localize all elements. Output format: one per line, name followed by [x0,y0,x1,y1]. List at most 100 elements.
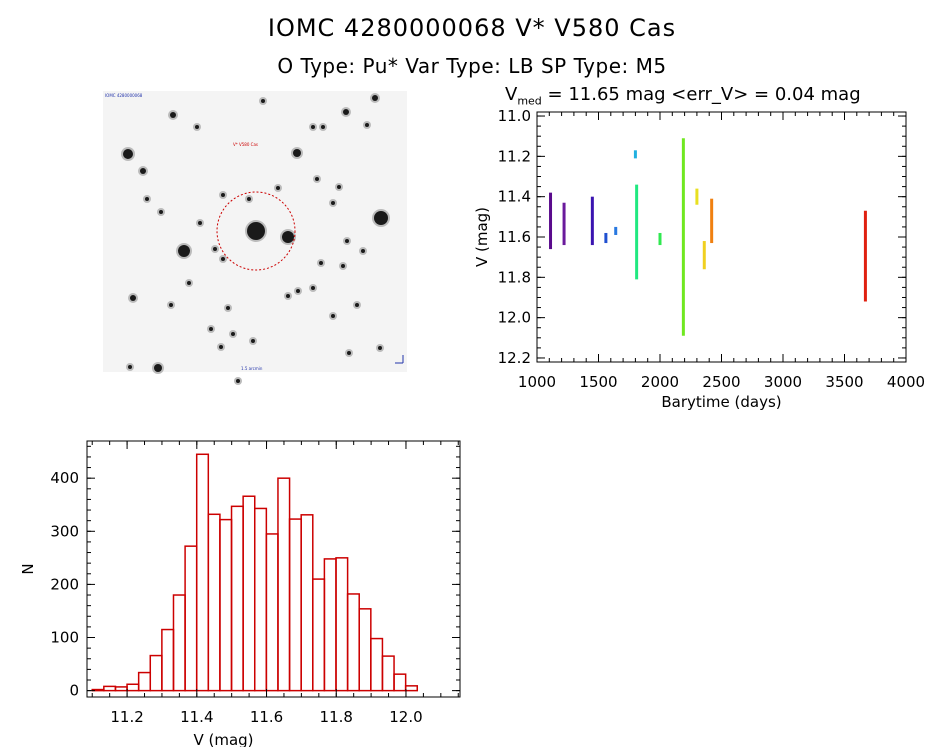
star [372,95,378,101]
star [337,185,341,189]
star [130,295,136,301]
lc-ytick-label: 11.6 [498,228,531,246]
hist-bar [404,685,419,692]
lc-xtick-label: 1500 [579,373,617,391]
star [170,112,176,118]
star [247,197,251,201]
star [347,351,351,355]
lc-xtick-label: 2500 [702,373,740,391]
hist-bar [149,654,163,692]
star [341,264,345,268]
hist-bar [265,533,279,692]
star [315,177,319,181]
hist-bar [323,558,337,692]
hist-bar [103,685,117,692]
hist-bar [277,477,291,692]
lc-xtick-label: 3500 [825,373,863,391]
hist-bar [161,628,175,692]
hist-ytick-label: 400 [50,469,79,487]
star [365,123,369,127]
star [221,257,225,261]
hist-ytick-label: 200 [50,575,79,593]
hist-bar [393,673,407,692]
star [221,193,225,197]
hist-bar [172,594,186,692]
lc-ytick-label: 12.0 [498,309,531,327]
chart-title: IOMC 4280000068 V* V580 Cas [267,14,677,42]
star [378,346,382,350]
median-stats: Vmed = 11.65 mag <err_V> = 0.04 mag [505,84,861,108]
star [296,289,300,293]
star [213,247,217,251]
star [187,281,191,285]
image-label-scale: 1.5 arcmin [241,366,263,371]
lc-xtick-label: 2000 [641,373,679,391]
star [355,303,359,307]
hist-ylabel: N [19,563,37,574]
star [247,222,265,240]
lc-ytick-label: 11.2 [498,147,531,165]
hist-bar [346,593,360,692]
hist-ytick-label: 100 [50,629,79,647]
hist-bar [370,637,384,692]
star [286,294,290,298]
hist-bar [242,495,256,692]
hist-xtick-label: 11.2 [110,708,143,726]
star [195,125,199,129]
star [319,261,323,265]
target-circle [216,191,296,271]
star [145,197,149,201]
hist-xtick-label: 11.6 [250,708,283,726]
star [331,201,335,205]
star [361,249,365,253]
star [159,210,163,214]
hist-bar [335,557,349,692]
star-field-stars [121,93,390,385]
star [345,239,349,243]
star [343,109,349,115]
stats-prefix: V [505,84,518,105]
star [261,99,265,103]
star [128,365,132,369]
hist-ytick-label: 300 [50,522,79,540]
lc-xtick-label: 3000 [764,373,802,391]
hist-bar [184,545,198,692]
hist-bar [230,505,244,692]
star [209,327,213,331]
star [276,186,280,190]
hist-xlabel: V (mag) [193,731,253,747]
star [251,339,255,343]
star [198,221,202,225]
chart-subtitle: O Type: Pu* Var Type: LB SP Type: M5 [277,54,667,78]
hist-bar [114,686,128,692]
hist-bar [195,453,210,692]
star [282,231,294,243]
lc-ytick-label: 11.0 [498,107,531,125]
hist-bar [137,671,152,692]
lc-xlabel: Barytime (days) [661,393,781,411]
hist-bar [381,655,395,692]
lc-ytick-label: 12.2 [498,349,531,367]
star [311,286,315,290]
star-field-image: IOMC 4280000068 V* V580 Cas 1.5 arcmin [103,91,407,385]
star [293,149,301,157]
star [154,364,162,372]
hist-bar [126,683,140,692]
lc-xtick-label: 1000 [518,373,556,391]
image-label-target: V* V580 Cas [233,142,258,147]
hist-bar [300,514,314,692]
hist-xtick-label: 11.4 [180,708,213,726]
hist-xtick-label: 12.0 [389,708,422,726]
star [140,168,146,174]
hist-bar [288,518,302,692]
hist-bar [312,578,326,692]
star-field-svg: IOMC 4280000068 V* V580 Cas 1.5 arcmin [103,91,407,385]
hist-frame [86,440,461,698]
hist-ytick-label: 0 [69,682,79,700]
star [178,245,190,257]
hist-bar [253,507,268,692]
star [219,345,223,349]
star [169,303,173,307]
hist-xtick-label: 11.8 [320,708,353,726]
